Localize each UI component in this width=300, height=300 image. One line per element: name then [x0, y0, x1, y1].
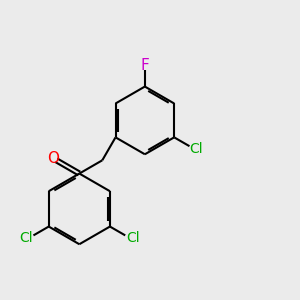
Text: Cl: Cl	[126, 231, 140, 245]
Text: O: O	[47, 151, 59, 166]
Text: Cl: Cl	[19, 231, 33, 245]
Text: Cl: Cl	[189, 142, 203, 156]
Text: F: F	[140, 58, 149, 73]
